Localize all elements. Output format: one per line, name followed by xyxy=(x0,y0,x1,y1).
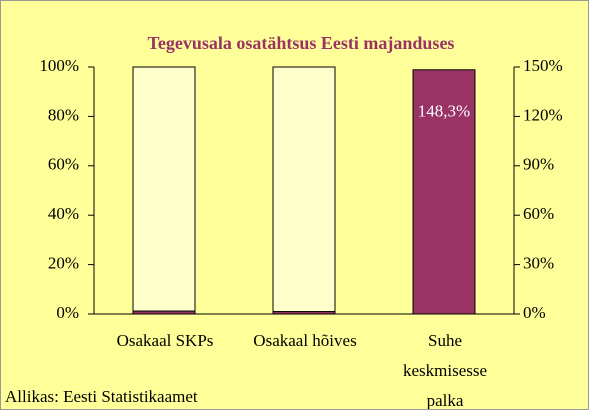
y2-tick-label: 150% xyxy=(523,56,563,75)
y-tick-label: 20% xyxy=(48,254,79,273)
chart-title: Tegevusala osatähtsus Eesti majanduses xyxy=(148,33,455,53)
y-tick-label: 40% xyxy=(48,204,79,223)
bar xyxy=(132,66,196,312)
bar xyxy=(272,66,336,313)
y-tick-label: 0% xyxy=(56,303,79,322)
y-tick-label: 100% xyxy=(39,56,79,75)
x-tick-label: Osakaal SKPs xyxy=(116,331,214,350)
value-label: 148,3% xyxy=(418,102,470,121)
bar xyxy=(412,69,476,315)
y-tick-label: 80% xyxy=(48,105,79,124)
y2-tick-label: 0% xyxy=(523,303,546,322)
x-tick-label: Suhe keskmisesse palka xyxy=(402,331,488,410)
x-tick-label: Osakaal hõives xyxy=(253,331,357,350)
y-tick-label: 60% xyxy=(48,155,79,174)
source-note: Allikas: Eesti Statistikaamet xyxy=(5,387,198,406)
y2-tick-label: 30% xyxy=(523,254,554,273)
y2-tick-label: 120% xyxy=(523,105,563,124)
y2-tick-label: 60% xyxy=(523,204,554,223)
y2-tick-label: 90% xyxy=(523,155,554,174)
